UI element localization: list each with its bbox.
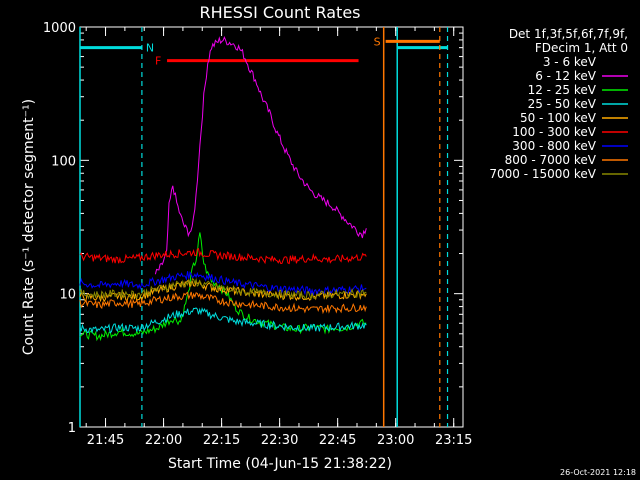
orbit-markers: NF S	[79, 27, 449, 427]
legend-entry-label: 12 - 25 keV	[528, 83, 597, 97]
legend-entry-label: 25 - 50 keV	[528, 97, 597, 111]
footer-date: 26-Oct-2021 12:18	[560, 468, 636, 477]
x-tick-label: 22:15	[203, 433, 240, 448]
series-lines	[79, 35, 367, 342]
flare-marker-label: F	[155, 55, 161, 68]
chart-title: RHESSI Count Rates	[200, 3, 361, 22]
plot-frame	[79, 26, 464, 428]
legend-header: FDecim 1, Att 0	[535, 41, 628, 55]
y-tick-label: 1	[68, 421, 76, 436]
x-tick-label: 23:00	[377, 433, 414, 448]
legend-entry-label: 100 - 300 keV	[512, 125, 596, 139]
x-axis-ticks: 21:45 22:00 22:15 22:30 22:45 23:00 23:15	[85, 27, 472, 448]
series-line	[79, 277, 367, 300]
series-line	[79, 247, 367, 265]
y-tick-label: 1000	[43, 21, 76, 36]
legend-entry-label: 800 - 7000 keV	[505, 153, 597, 167]
legend-entry-label: 50 - 100 keV	[520, 111, 597, 125]
x-tick-label: 22:00	[145, 433, 182, 448]
x-tick-label: 22:45	[319, 433, 356, 448]
series-line	[79, 291, 367, 315]
legend-entry-label: 3 - 6 keV	[543, 55, 597, 69]
x-axis-label: Start Time (04-Jun-15 21:38:22)	[168, 456, 392, 472]
legend: Det 1f,3f,5f,6f,7f,9f,FDecim 1, Att 03 -…	[489, 27, 628, 181]
x-tick-label: 21:45	[87, 433, 124, 448]
y-axis-ticks: 1 10 100 1000	[43, 21, 463, 436]
series-line	[79, 271, 367, 297]
series-line	[154, 35, 367, 275]
legend-entry-label: 300 - 800 keV	[512, 139, 596, 153]
series-line	[79, 307, 367, 334]
night-marker-label: N	[146, 42, 154, 55]
y-tick-label: 10	[59, 288, 76, 303]
saa-marker-label: S	[374, 35, 381, 48]
legend-header: Det 1f,3f,5f,6f,7f,9f,	[509, 27, 628, 41]
series-line	[154, 76, 367, 272]
x-tick-label: 23:15	[435, 433, 472, 448]
legend-entry-label: 6 - 12 keV	[535, 69, 597, 83]
legend-entry-label: 7000 - 15000 keV	[489, 167, 596, 181]
y-axis-label: Count Rate (s⁻¹ detector segment⁻¹)	[21, 99, 37, 355]
y-tick-label: 100	[51, 154, 76, 169]
x-tick-label: 22:30	[261, 433, 298, 448]
